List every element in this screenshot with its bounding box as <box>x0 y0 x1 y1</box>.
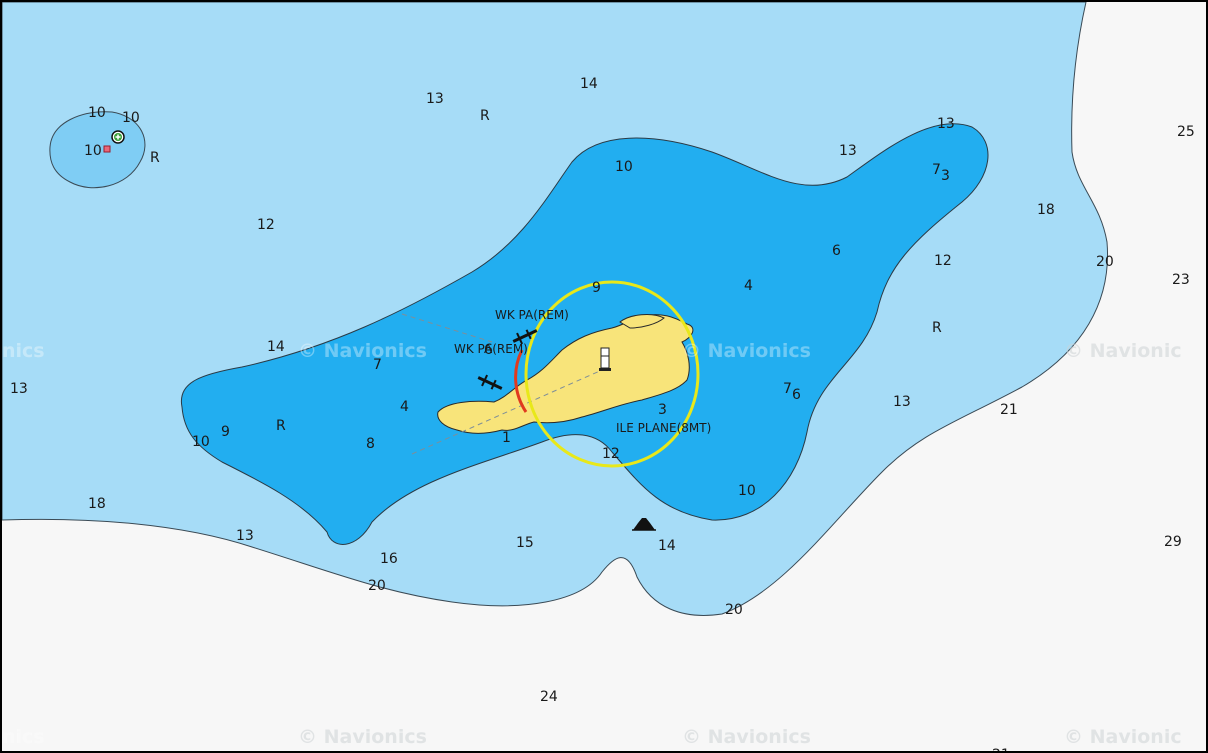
wreck-label: WK PA(REM) <box>454 342 528 356</box>
depth-sounding: 24 <box>540 689 558 705</box>
wreck-label: WK PA(REM) <box>495 308 569 322</box>
light-sector-red <box>514 349 528 413</box>
depth-sounding: 12 <box>602 446 620 462</box>
leading-line <box>411 369 603 455</box>
depth-sounding: 14 <box>267 339 285 355</box>
depth-sounding: 13 <box>236 528 254 544</box>
island-islet <box>619 314 665 329</box>
depth-sounding: 13 <box>937 116 955 132</box>
depth-sounding: 12 <box>257 217 275 233</box>
deep-water-area <box>180 123 989 545</box>
depth-sounding: 4 <box>400 399 409 415</box>
depth-sounding: 29 <box>1164 534 1182 550</box>
depth-sounding: 25 <box>1177 124 1195 140</box>
island-ile-plane <box>437 314 694 434</box>
depth-sounding: 21 <box>992 747 1010 751</box>
depth-sounding: 10 <box>122 110 140 126</box>
depth-sounding: 10 <box>84 143 102 159</box>
depth-sounding: 8 <box>366 436 375 452</box>
depth-sounding: 13 <box>839 143 857 159</box>
red-marker-icon[interactable] <box>103 145 111 153</box>
watermark-text: © Navionic <box>1064 726 1182 748</box>
depth-sounding-sub: 3 <box>941 168 950 184</box>
watermark-text: © Navionics <box>298 340 427 362</box>
depth-sounding: 9 <box>592 280 601 296</box>
depth-sounding: 13 <box>426 91 444 107</box>
depth-sounding: R <box>276 418 286 434</box>
watermark-text: © Navionic <box>1064 340 1182 362</box>
shallow-patch <box>49 111 146 189</box>
depth-sounding: 13 <box>893 394 911 410</box>
depth-sounding: R <box>480 108 490 124</box>
depth-sounding: 14 <box>658 538 676 554</box>
depth-sounding: 7 <box>783 381 792 397</box>
depth-sounding: 20 <box>725 602 743 618</box>
depth-sounding: 13 <box>10 381 28 397</box>
wreck-icon[interactable] <box>476 372 505 394</box>
watermark-text: © Navionics <box>682 726 811 748</box>
depth-sounding: 7 <box>932 162 941 178</box>
depth-sounding: 10 <box>738 483 756 499</box>
depth-sounding: 12 <box>934 253 952 269</box>
depth-sounding: 1 <box>502 430 511 446</box>
depth-sounding: 7 <box>373 357 382 373</box>
depth-sounding: 10 <box>192 434 210 450</box>
depth-sounding: 21 <box>1000 402 1018 418</box>
depth-sounding-sub: 6 <box>792 387 801 403</box>
watermark-text: nics <box>2 340 45 362</box>
depth-sounding: 18 <box>1037 202 1055 218</box>
watermark-text: © Navionics <box>682 340 811 362</box>
depth-sounding: R <box>150 150 160 166</box>
depth-sounding: 6 <box>832 243 841 259</box>
depth-sounding: 9 <box>221 424 230 440</box>
leading-line <box>401 313 493 343</box>
depth-sounding: 4 <box>744 278 753 294</box>
depth-sounding: 3 <box>658 402 667 418</box>
depth-sounding: 6 <box>484 342 493 358</box>
wreck-icon[interactable] <box>511 325 540 347</box>
depth-sounding: 23 <box>1172 272 1190 288</box>
watermark-text: © Navionics <box>298 726 427 748</box>
depth-sounding: 15 <box>516 535 534 551</box>
depth-sounding: 20 <box>1096 254 1114 270</box>
depth-sounding: 20 <box>368 578 386 594</box>
depth-sounding: 16 <box>380 551 398 567</box>
depth-sounding: 10 <box>88 105 106 121</box>
mooring-buoy-icon[interactable] <box>111 130 125 144</box>
island-name-label: ILE PLANE(8MT) <box>616 421 711 435</box>
lighthouse-icon[interactable] <box>599 347 611 371</box>
watermark-text: nics <box>2 726 45 748</box>
depth-sounding: 10 <box>615 159 633 175</box>
depth-sounding: 14 <box>580 76 598 92</box>
rock-hazard-icon[interactable] <box>632 518 656 531</box>
depth-sounding: R <box>932 320 942 336</box>
light-sector-ring <box>524 280 700 468</box>
depth-sounding: 18 <box>88 496 106 512</box>
